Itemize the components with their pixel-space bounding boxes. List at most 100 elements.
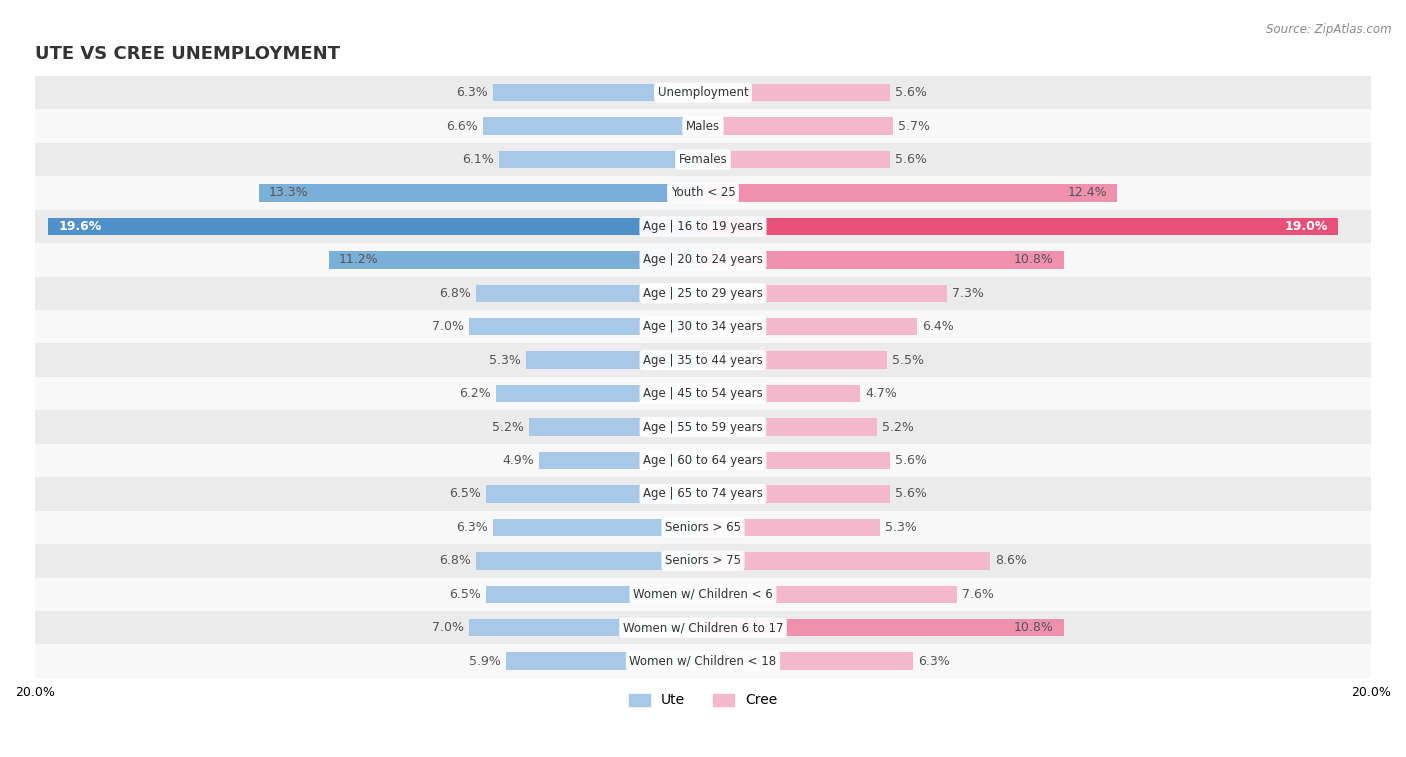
Bar <box>526 351 703 369</box>
Bar <box>470 318 703 335</box>
Bar <box>540 452 703 469</box>
Text: 19.0%: 19.0% <box>1284 220 1327 233</box>
Bar <box>703 285 946 302</box>
Text: 6.3%: 6.3% <box>456 86 488 99</box>
Text: UTE VS CREE UNEMPLOYMENT: UTE VS CREE UNEMPLOYMENT <box>35 45 340 64</box>
Text: Unemployment: Unemployment <box>658 86 748 99</box>
Bar <box>35 310 1371 344</box>
Bar <box>35 377 1371 410</box>
Bar <box>329 251 703 269</box>
Bar <box>486 485 703 503</box>
Bar <box>703 452 890 469</box>
Text: 5.6%: 5.6% <box>896 153 927 166</box>
Bar <box>35 243 1371 276</box>
Bar <box>35 210 1371 243</box>
Text: 6.3%: 6.3% <box>456 521 488 534</box>
Bar <box>506 653 703 670</box>
Text: 6.8%: 6.8% <box>439 287 471 300</box>
Bar <box>35 578 1371 611</box>
Bar <box>35 276 1371 310</box>
Text: 5.6%: 5.6% <box>896 488 927 500</box>
Text: 6.3%: 6.3% <box>918 655 950 668</box>
Bar <box>496 385 703 402</box>
Bar <box>482 117 703 135</box>
Text: Age | 16 to 19 years: Age | 16 to 19 years <box>643 220 763 233</box>
Bar <box>703 251 1064 269</box>
Text: Source: ZipAtlas.com: Source: ZipAtlas.com <box>1267 23 1392 36</box>
Text: Seniors > 75: Seniors > 75 <box>665 554 741 567</box>
Bar <box>486 586 703 603</box>
Text: 5.3%: 5.3% <box>489 354 522 366</box>
Text: Age | 55 to 59 years: Age | 55 to 59 years <box>643 421 763 434</box>
Bar <box>703 117 893 135</box>
Text: Women w/ Children 6 to 17: Women w/ Children 6 to 17 <box>623 621 783 634</box>
Text: 5.9%: 5.9% <box>470 655 501 668</box>
Bar <box>492 519 703 536</box>
Bar <box>475 285 703 302</box>
Text: Women w/ Children < 6: Women w/ Children < 6 <box>633 587 773 601</box>
Text: Age | 30 to 34 years: Age | 30 to 34 years <box>643 320 763 333</box>
Bar <box>703 419 877 436</box>
Bar <box>35 76 1371 109</box>
Bar <box>48 218 703 235</box>
Text: 5.7%: 5.7% <box>898 120 931 132</box>
Text: 13.3%: 13.3% <box>269 186 308 200</box>
Bar <box>35 644 1371 678</box>
Text: 5.3%: 5.3% <box>884 521 917 534</box>
Text: 12.4%: 12.4% <box>1067 186 1107 200</box>
Text: Age | 25 to 29 years: Age | 25 to 29 years <box>643 287 763 300</box>
Bar <box>703 653 914 670</box>
Bar <box>470 619 703 637</box>
Text: Women w/ Children < 18: Women w/ Children < 18 <box>630 655 776 668</box>
Bar <box>703 552 990 569</box>
Text: 7.3%: 7.3% <box>952 287 984 300</box>
Text: 6.8%: 6.8% <box>439 554 471 567</box>
Text: 5.6%: 5.6% <box>896 86 927 99</box>
Text: 6.5%: 6.5% <box>449 587 481 601</box>
Text: 11.2%: 11.2% <box>339 254 378 266</box>
Bar <box>259 184 703 201</box>
Text: 5.2%: 5.2% <box>882 421 914 434</box>
Bar <box>703 218 1337 235</box>
Bar <box>703 586 957 603</box>
Bar <box>35 344 1371 377</box>
Text: Age | 65 to 74 years: Age | 65 to 74 years <box>643 488 763 500</box>
Bar <box>499 151 703 168</box>
Bar <box>703 385 860 402</box>
Bar <box>35 511 1371 544</box>
Text: 5.2%: 5.2% <box>492 421 524 434</box>
Bar <box>35 444 1371 477</box>
Bar <box>35 477 1371 511</box>
Bar <box>703 151 890 168</box>
Text: 7.6%: 7.6% <box>962 587 994 601</box>
Text: 10.8%: 10.8% <box>1014 254 1053 266</box>
Bar <box>35 611 1371 644</box>
Bar <box>703 619 1064 637</box>
Text: 7.0%: 7.0% <box>432 320 464 333</box>
Text: Age | 35 to 44 years: Age | 35 to 44 years <box>643 354 763 366</box>
Text: 6.4%: 6.4% <box>922 320 953 333</box>
Text: 7.0%: 7.0% <box>432 621 464 634</box>
Text: 5.5%: 5.5% <box>891 354 924 366</box>
Bar <box>35 143 1371 176</box>
Text: 6.5%: 6.5% <box>449 488 481 500</box>
Text: Youth < 25: Youth < 25 <box>671 186 735 200</box>
Legend: Ute, Cree: Ute, Cree <box>623 688 783 713</box>
Bar <box>35 544 1371 578</box>
Text: Age | 20 to 24 years: Age | 20 to 24 years <box>643 254 763 266</box>
Text: Age | 45 to 54 years: Age | 45 to 54 years <box>643 387 763 400</box>
Text: 6.2%: 6.2% <box>460 387 491 400</box>
Bar <box>703 84 890 101</box>
Bar <box>35 176 1371 210</box>
Bar <box>703 318 917 335</box>
Bar <box>703 485 890 503</box>
Text: 8.6%: 8.6% <box>995 554 1028 567</box>
Bar <box>529 419 703 436</box>
Bar <box>35 410 1371 444</box>
Bar <box>703 351 887 369</box>
Text: 6.1%: 6.1% <box>463 153 495 166</box>
Bar <box>492 84 703 101</box>
Text: Age | 60 to 64 years: Age | 60 to 64 years <box>643 454 763 467</box>
Text: 6.6%: 6.6% <box>446 120 478 132</box>
Bar <box>703 184 1118 201</box>
